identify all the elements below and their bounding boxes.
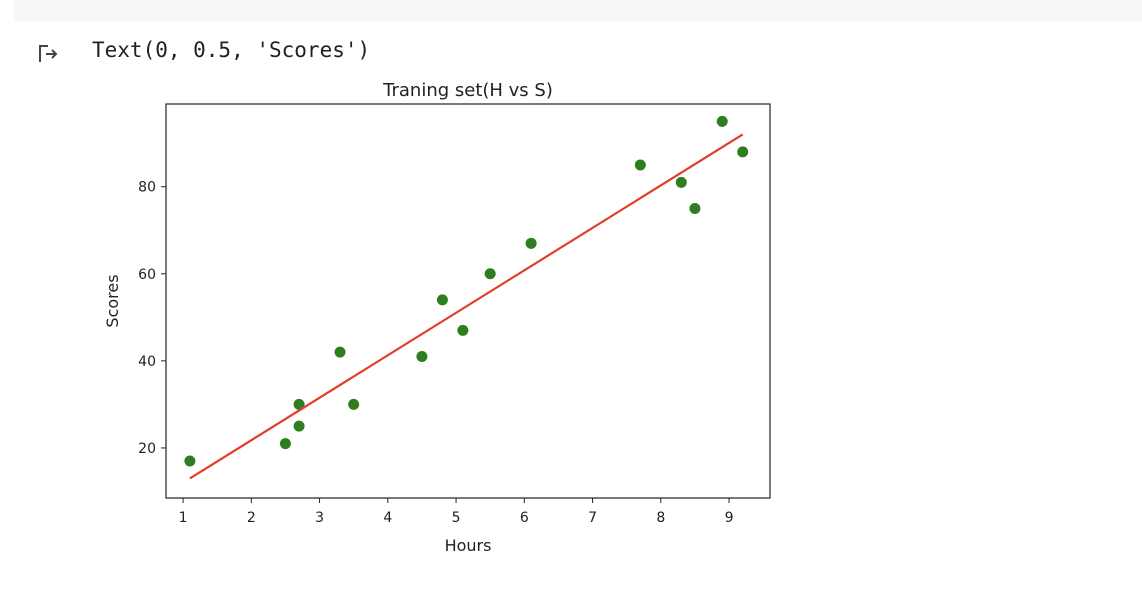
data-point: [334, 346, 346, 358]
y-tick-label: 20: [138, 441, 156, 457]
data-point: [484, 268, 496, 280]
data-point: [457, 324, 469, 336]
data-point: [293, 420, 305, 432]
data-point: [675, 176, 687, 188]
data-point: [716, 115, 728, 127]
data-point: [737, 146, 749, 158]
data-point: [436, 294, 448, 306]
data-point: [525, 237, 537, 249]
data-points: [184, 115, 749, 467]
data-point: [416, 351, 428, 363]
data-point: [184, 455, 196, 467]
x-tick-label: 5: [452, 510, 461, 526]
data-point: [293, 398, 305, 410]
x-tick-label: 7: [588, 510, 597, 526]
x-axis-ticks: 1 2 3 4 5 6 7 8 9: [179, 498, 734, 526]
y-axis-ticks: 20 40 60 80: [138, 180, 166, 457]
x-tick-label: 2: [247, 510, 256, 526]
x-tick-label: 1: [179, 510, 188, 526]
y-tick-label: 60: [138, 267, 156, 283]
x-tick-label: 8: [656, 510, 665, 526]
x-tick-label: 6: [520, 510, 529, 526]
y-tick-label: 40: [138, 354, 156, 370]
data-point: [689, 202, 701, 214]
data-point: [279, 438, 291, 450]
cell-output-text: Text(0, 0.5, 'Scores'): [92, 38, 371, 62]
plot-frame: [165, 103, 771, 499]
y-tick-label: 80: [138, 180, 156, 196]
output-arrow-icon: [39, 45, 58, 62]
data-point: [348, 398, 360, 410]
x-tick-label: 3: [315, 510, 324, 526]
data-point: [634, 159, 646, 171]
chart-title: Traning set(H vs S): [382, 80, 553, 101]
x-tick-label: 9: [725, 510, 734, 526]
x-axis-label: Hours: [445, 536, 492, 555]
x-tick-label: 4: [383, 510, 392, 526]
cell-top-strip: [14, 0, 1142, 22]
y-axis-label: Scores: [103, 274, 122, 327]
regression-line: [189, 133, 744, 480]
